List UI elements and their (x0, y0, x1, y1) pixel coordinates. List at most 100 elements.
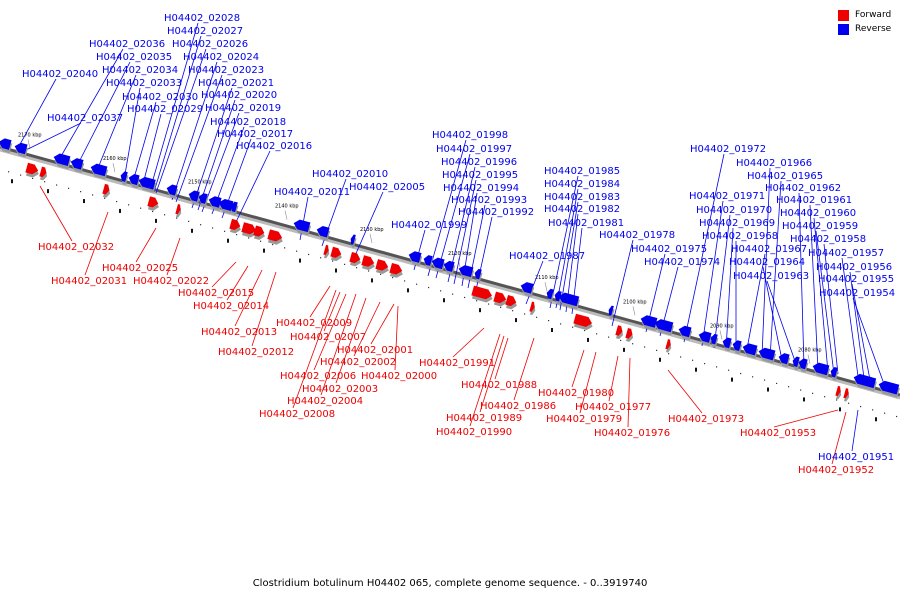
gene-body[interactable] (843, 388, 850, 399)
reverse-gene[interactable] (457, 264, 475, 281)
gene-label[interactable]: H04402_02006 (280, 371, 356, 382)
gene-body[interactable] (422, 254, 433, 266)
gene-label[interactable]: H04402_02033 (106, 78, 182, 89)
gene-body[interactable] (519, 281, 534, 294)
gene-label[interactable]: H04402_02020 (201, 90, 277, 101)
reverse-gene[interactable] (187, 189, 202, 205)
gene-label[interactable]: H04402_02023 (188, 65, 264, 76)
gene-body[interactable] (697, 330, 712, 343)
gene-body[interactable] (175, 204, 182, 215)
gene-body[interactable] (811, 361, 830, 376)
gene-label[interactable]: H04402_01963 (733, 271, 809, 282)
gene-label[interactable]: H04402_02035 (96, 52, 172, 63)
gene-label[interactable]: H04402_02009 (276, 318, 352, 329)
gene-label[interactable]: H04402_02018 (210, 117, 286, 128)
gene-body[interactable] (653, 318, 674, 333)
gene-body[interactable] (25, 162, 39, 176)
gene-label[interactable]: H04402_02026 (172, 39, 248, 50)
gene-label[interactable]: H04402_01967 (731, 244, 807, 255)
reverse-gene[interactable] (731, 339, 744, 355)
gene-label[interactable]: H04402_01966 (736, 158, 812, 169)
gene-label[interactable]: H04402_01989 (446, 413, 522, 424)
gene-label[interactable]: H04402_01958 (790, 234, 866, 245)
forward-gene[interactable] (471, 285, 495, 304)
gene-label[interactable]: H04402_01951 (818, 452, 894, 463)
gene-label[interactable]: H04402_01981 (548, 218, 624, 229)
gene-label[interactable]: H04402_01991 (419, 358, 495, 369)
reverse-gene[interactable] (473, 268, 484, 283)
reverse-gene[interactable] (197, 192, 210, 208)
gene-body[interactable] (207, 195, 222, 208)
gene-label[interactable]: H04402_01970 (696, 205, 772, 216)
gene-label[interactable]: H04402_02019 (205, 103, 281, 114)
gene-label[interactable]: H04402_01990 (436, 427, 512, 438)
forward-gene[interactable] (267, 229, 285, 246)
gene-body[interactable] (349, 234, 356, 245)
reverse-gene[interactable] (13, 141, 29, 158)
gene-label[interactable]: H04402_01984 (544, 179, 620, 190)
forward-gene[interactable] (843, 388, 852, 402)
reverse-gene[interactable] (119, 171, 130, 186)
gene-body[interactable] (13, 141, 28, 155)
gene-label[interactable]: H04402_01999 (391, 220, 467, 231)
gene-label[interactable]: H04402_02000 (361, 371, 437, 382)
gene-label[interactable]: H04402_01962 (765, 183, 841, 194)
gene-label[interactable]: H04402_01964 (729, 257, 805, 268)
gene-label[interactable]: H04402_02032 (38, 242, 114, 253)
gene-label[interactable]: H04402_01987 (509, 251, 585, 262)
gene-label[interactable]: H04402_02034 (102, 65, 178, 76)
reverse-gene[interactable] (349, 234, 358, 248)
reverse-gene[interactable] (791, 356, 802, 371)
gene-label[interactable]: H04402_01974 (644, 257, 720, 268)
gene-body[interactable] (430, 256, 445, 270)
gene-body[interactable] (471, 285, 493, 301)
gene-label[interactable]: H04402_01965 (747, 171, 823, 182)
reverse-gene[interactable] (797, 357, 810, 373)
forward-gene[interactable] (493, 291, 509, 308)
gene-label[interactable]: H04402_02010 (312, 169, 388, 180)
gene-label[interactable]: H04402_02021 (198, 78, 274, 89)
gene-body[interactable] (545, 288, 554, 300)
reverse-gene[interactable] (89, 162, 109, 180)
gene-label[interactable]: H04402_01992 (458, 207, 534, 218)
gene-body[interactable] (493, 291, 507, 305)
gene-label[interactable]: H04402_02011 (274, 187, 350, 198)
forward-gene[interactable] (625, 328, 636, 343)
gene-body[interactable] (457, 264, 474, 278)
gene-label[interactable]: H04402_02007 (290, 332, 366, 343)
forward-gene[interactable] (505, 294, 520, 311)
forward-gene[interactable] (25, 162, 41, 179)
gene-label[interactable]: H04402_02017 (217, 129, 293, 140)
reverse-gene[interactable] (69, 157, 85, 173)
reverse-gene[interactable] (430, 256, 446, 273)
gene-label[interactable]: H04402_02040 (22, 69, 98, 80)
forward-gene[interactable] (175, 204, 184, 218)
gene-label[interactable]: H04402_02014 (193, 301, 269, 312)
gene-body[interactable] (52, 152, 71, 167)
forward-gene[interactable] (147, 196, 162, 212)
gene-label[interactable]: H04402_01986 (480, 401, 556, 412)
gene-label[interactable]: H04402_01969 (699, 218, 775, 229)
gene-body[interactable] (267, 229, 283, 242)
gene-label[interactable]: H04402_02029 (127, 104, 203, 115)
gene-body[interactable] (797, 357, 808, 370)
gene-body[interactable] (0, 137, 12, 150)
reverse-gene[interactable] (653, 318, 675, 336)
gene-body[interactable] (731, 339, 742, 352)
gene-body[interactable] (315, 225, 330, 238)
gene-label[interactable]: H04402_01952 (798, 465, 874, 476)
gene-label[interactable]: H04402_01971 (689, 191, 765, 202)
reverse-gene[interactable] (877, 379, 900, 398)
gene-label[interactable]: H04402_02002 (320, 357, 396, 368)
gene-label[interactable]: H04402_01996 (441, 157, 517, 168)
gene-label[interactable]: H04402_01993 (451, 195, 527, 206)
gene-body[interactable] (375, 259, 389, 272)
reverse-gene[interactable] (852, 373, 878, 392)
forward-gene[interactable] (323, 244, 332, 259)
reverse-gene[interactable] (639, 314, 659, 332)
gene-label[interactable]: H04402_01959 (782, 221, 858, 232)
gene-body[interactable] (835, 385, 842, 397)
reverse-gene[interactable] (519, 281, 535, 297)
gene-body[interactable] (89, 162, 108, 177)
gene-body[interactable] (505, 294, 517, 307)
